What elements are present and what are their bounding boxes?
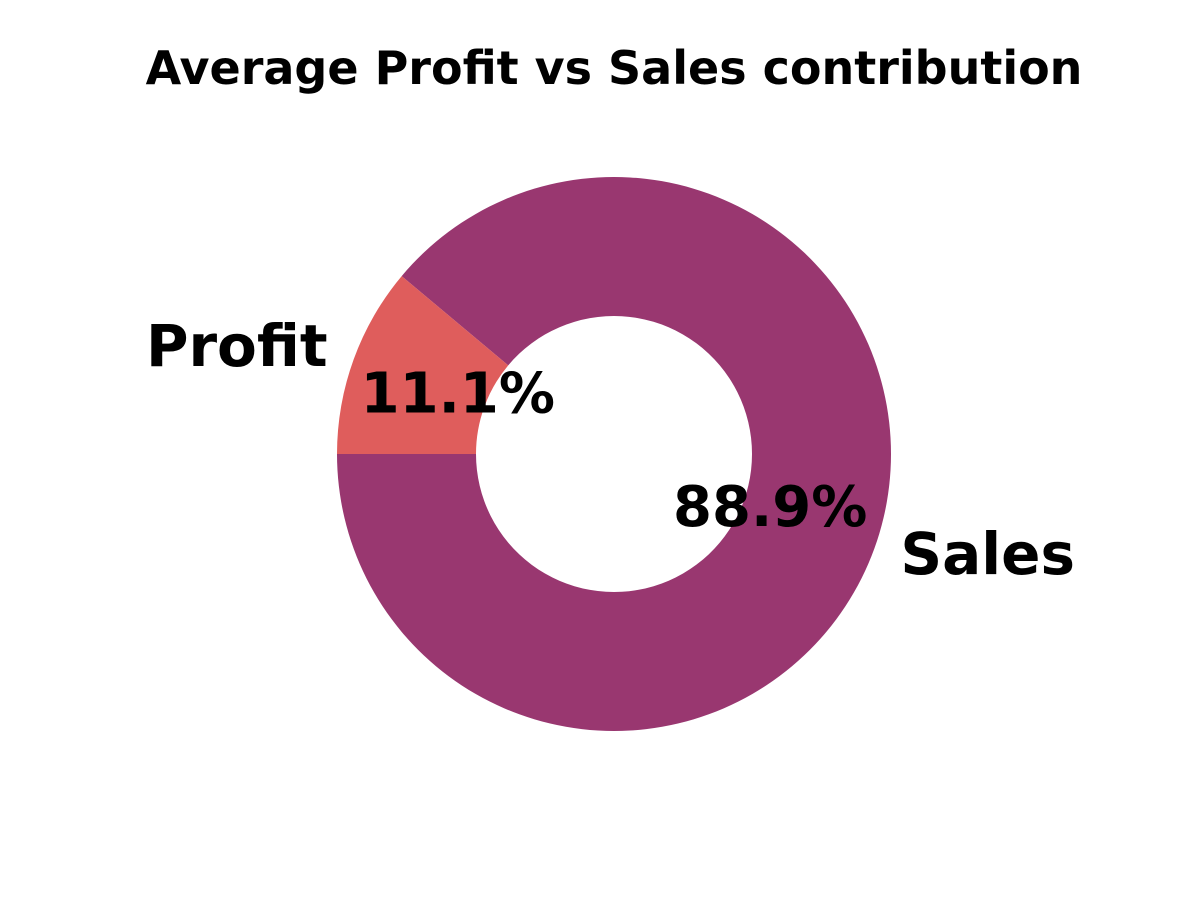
slice-sales [337,177,891,732]
slices-layer [337,177,891,732]
chart-title: Average Profit vs Sales contribution [146,41,1083,95]
slice-label-sales: Sales [900,520,1075,588]
pct-label-sales: 88.9% [673,475,867,540]
slice-label-profit: Profit [146,312,328,380]
labels-layer: Sales 88.9% Profit 11.1% [146,312,1075,588]
pct-label-profit: 11.1% [361,361,555,426]
slice-profit [337,276,509,454]
